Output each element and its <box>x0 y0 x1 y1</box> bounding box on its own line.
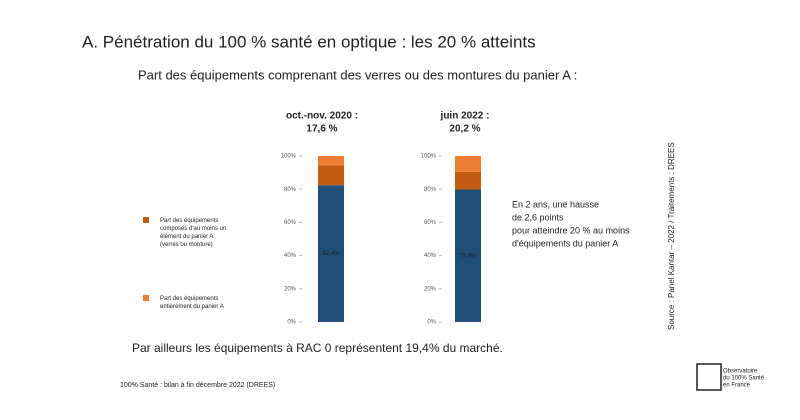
bar-segment <box>455 171 481 190</box>
legend-swatch <box>143 295 149 301</box>
legend-label: Part des équipements composés d'au moins … <box>160 218 226 248</box>
category-label: juin 2022 : <box>440 111 490 122</box>
bar-segment <box>455 156 481 172</box>
slide-title: A. Pénétration du 100 % santé en optique… <box>82 32 536 51</box>
bar-segment <box>318 185 344 322</box>
y-tick-label: 100% <box>421 154 437 160</box>
y-tick-label: 40% <box>424 253 437 259</box>
comment: En 2 ans, une hausse <box>512 199 599 209</box>
y-tick-label: 60% <box>424 220 437 226</box>
value-label: 82,4% <box>322 251 340 257</box>
logo-line: en France <box>723 383 751 389</box>
logo-line: du 100% Santé <box>723 376 765 382</box>
y-tick-label: 0% <box>287 320 296 326</box>
y-tick-label: 40% <box>284 253 297 259</box>
category-total: 17,6 % <box>306 124 337 135</box>
logo-mark <box>696 363 722 391</box>
comment: d'équipements du panier A <box>512 238 618 248</box>
y-tick-label: 100% <box>281 154 297 160</box>
footnote: Par ailleurs les équipements à RAC 0 rep… <box>132 341 503 355</box>
y-tick-label: 0% <box>427 320 436 326</box>
y-tick-label: 80% <box>424 187 437 193</box>
y-tick-label: 20% <box>424 286 437 292</box>
category-label: oct.-nov. 2020 : <box>286 111 358 122</box>
bar-segment <box>455 189 481 322</box>
legend-label: Part des équipements entièrement du panie… <box>160 296 224 310</box>
category-total: 20,2 % <box>449 124 480 135</box>
y-tick-label: 60% <box>284 220 297 226</box>
bar-segment <box>318 156 344 166</box>
legend-swatch <box>143 217 149 223</box>
source: 100% Santé : bilan à fin décembre 2022 (… <box>120 382 275 389</box>
y-tick-label: 80% <box>284 187 297 193</box>
bar-segment <box>318 165 344 186</box>
comment: de 2,6 points <box>512 212 564 222</box>
logo-line: Observatoire <box>723 369 758 375</box>
side-source: Source : Panel Kantar – 2022 / Traitemen… <box>667 142 676 330</box>
subtitle: Part des équipements comprenant des verr… <box>138 67 577 82</box>
y-tick-label: 20% <box>284 286 297 292</box>
comment: pour atteindre 20 % au moins <box>512 225 630 235</box>
value-label: 79,8% <box>459 253 477 259</box>
